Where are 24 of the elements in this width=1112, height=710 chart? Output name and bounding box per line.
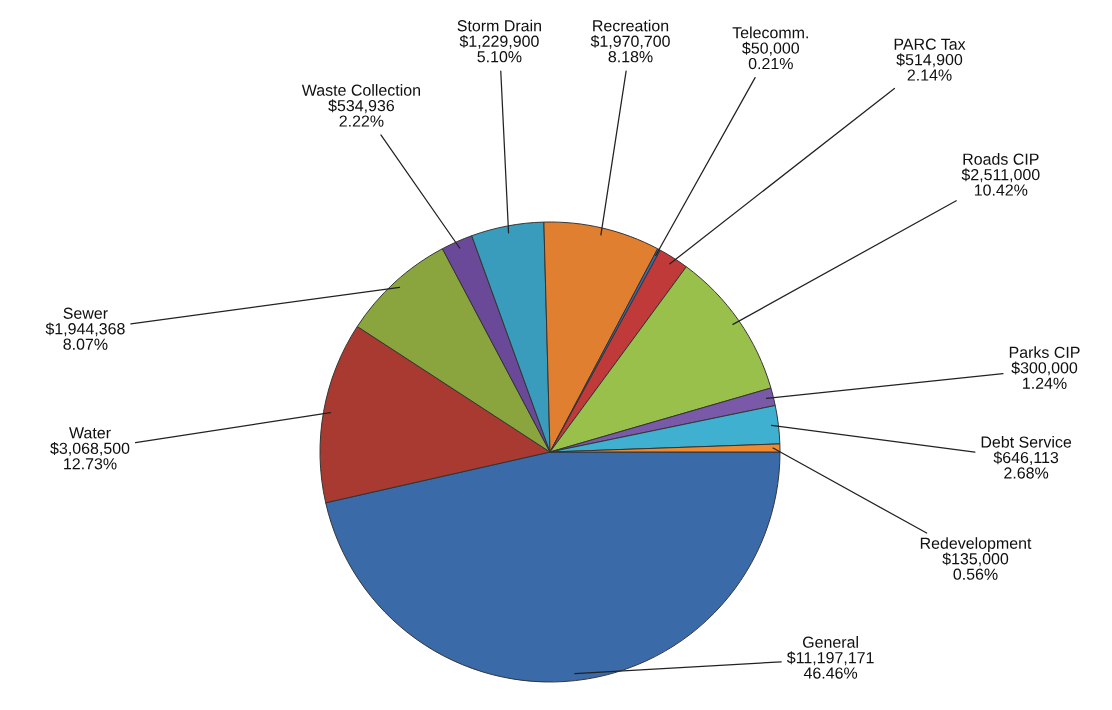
data-label: $50,000 0.21%	[742, 41, 800, 70]
data-label: $11,197,171 46.46%	[786, 651, 874, 679]
slice-label: Parks CIP	[1009, 346, 1080, 359]
slice-label: Telecomm.	[732, 26, 808, 39]
data-label: $300,000 1.24%	[1011, 361, 1078, 389]
slice-label: Debt Service	[981, 435, 1072, 448]
slice-label: General	[802, 636, 858, 648]
data-label: $135,000 0.56%	[942, 552, 1009, 580]
slice-label: Waste Collection	[301, 84, 420, 96]
data-label: $3,068,500 12.73%	[50, 442, 130, 470]
data-label: $514,900 2.14%	[896, 53, 963, 81]
slice-label: Water	[69, 427, 111, 439]
data-label: $646,113 2.68%	[993, 451, 1059, 479]
data-label: $1,944,368 8.07%	[45, 322, 125, 350]
slice-label: Sewer	[63, 307, 108, 319]
data-label: $1,229,900 5.10%	[459, 34, 539, 63]
data-label: $2,511,000 10.42%	[961, 168, 1040, 196]
slice-label: PARC Tax	[894, 38, 966, 50]
slice-label: Recreation	[593, 19, 669, 32]
slice-label: Storm Drain	[457, 19, 541, 32]
data-label: $534,936 2.22%	[328, 99, 395, 127]
data-label: $1,970,700 8.18%	[590, 34, 670, 63]
slice-label: Redevelopment	[920, 537, 1032, 553]
slice-label: Roads CIP	[963, 153, 1039, 165]
